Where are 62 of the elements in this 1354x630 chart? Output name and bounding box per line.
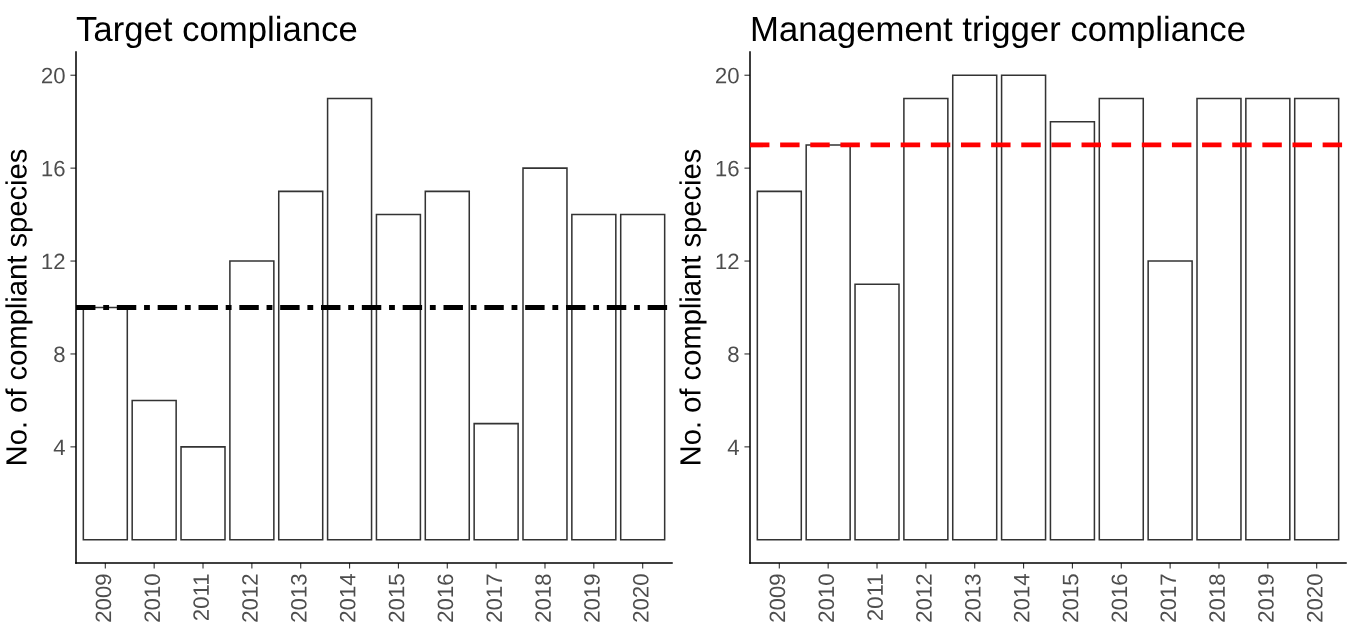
bar bbox=[522, 167, 568, 541]
x-tick-label: 2020 bbox=[1306, 574, 1323, 622]
x-tick-label: 2012 bbox=[242, 574, 258, 622]
bar bbox=[1245, 97, 1291, 541]
y-tick-label: 20 bbox=[41, 67, 65, 84]
bar bbox=[1293, 97, 1340, 541]
bar bbox=[1049, 120, 1096, 541]
y-tick-label: 4 bbox=[53, 439, 65, 455]
y-tick-label: 12 bbox=[716, 253, 739, 270]
bar bbox=[82, 306, 129, 541]
y-tick-label: 12 bbox=[42, 253, 65, 270]
y-tick-label: 4 bbox=[727, 439, 739, 455]
y-axis-title: No. of compliant species bbox=[5, 149, 33, 464]
bar bbox=[473, 422, 519, 541]
bar bbox=[1098, 97, 1145, 541]
bar bbox=[619, 213, 666, 541]
bar bbox=[571, 213, 617, 541]
x-tick-label: 2016 bbox=[1111, 574, 1128, 622]
x-tick-label: 2017 bbox=[1160, 574, 1177, 622]
bar bbox=[903, 97, 949, 541]
x-tick-label: 2014 bbox=[1013, 574, 1030, 622]
bar bbox=[1000, 74, 1047, 541]
bar bbox=[131, 399, 177, 541]
x-tick-label: 2011 bbox=[867, 574, 883, 621]
y-tick-label: 8 bbox=[728, 346, 739, 363]
x-tick-label: 2015 bbox=[1062, 574, 1079, 622]
x-tick-label: 2018 bbox=[535, 574, 551, 622]
y-tick-label: 20 bbox=[715, 67, 739, 84]
bar bbox=[805, 144, 851, 541]
x-tick-label: 2019 bbox=[1258, 574, 1274, 622]
y-tick-label: 8 bbox=[54, 346, 65, 363]
bar bbox=[854, 283, 900, 541]
bar bbox=[326, 97, 373, 541]
x-tick-label: 2017 bbox=[486, 574, 503, 622]
y-tick-label: 16 bbox=[716, 160, 739, 177]
chart-title: Target compliance bbox=[76, 15, 357, 49]
x-tick-label: 2010 bbox=[818, 574, 835, 622]
bar bbox=[277, 190, 324, 541]
bar bbox=[1196, 97, 1242, 541]
x-tick-label: 2019 bbox=[584, 574, 600, 622]
x-tick-label: 2015 bbox=[388, 574, 405, 622]
x-tick-label: 2016 bbox=[437, 574, 454, 622]
bar bbox=[756, 190, 803, 541]
x-tick-label: 2011 bbox=[193, 574, 209, 621]
bar bbox=[1147, 260, 1193, 541]
bar bbox=[951, 74, 998, 541]
x-tick-label: 2014 bbox=[339, 574, 356, 622]
y-axis-title: No. of compliant species bbox=[679, 149, 707, 464]
x-tick-label: 2009 bbox=[95, 574, 112, 622]
x-tick-label: 2010 bbox=[144, 574, 161, 622]
bar bbox=[424, 190, 471, 541]
x-tick-label: 2013 bbox=[290, 574, 307, 622]
x-tick-label: 2013 bbox=[964, 574, 981, 622]
x-tick-label: 2018 bbox=[1209, 574, 1225, 622]
chart-title: Management trigger compliance bbox=[752, 15, 1245, 49]
bar bbox=[375, 213, 422, 541]
x-tick-label: 2012 bbox=[916, 574, 932, 622]
bar bbox=[180, 446, 226, 541]
x-tick-label: 2009 bbox=[769, 574, 786, 622]
bar bbox=[229, 260, 275, 541]
x-tick-label: 2020 bbox=[632, 574, 649, 622]
y-tick-label: 16 bbox=[42, 160, 65, 177]
